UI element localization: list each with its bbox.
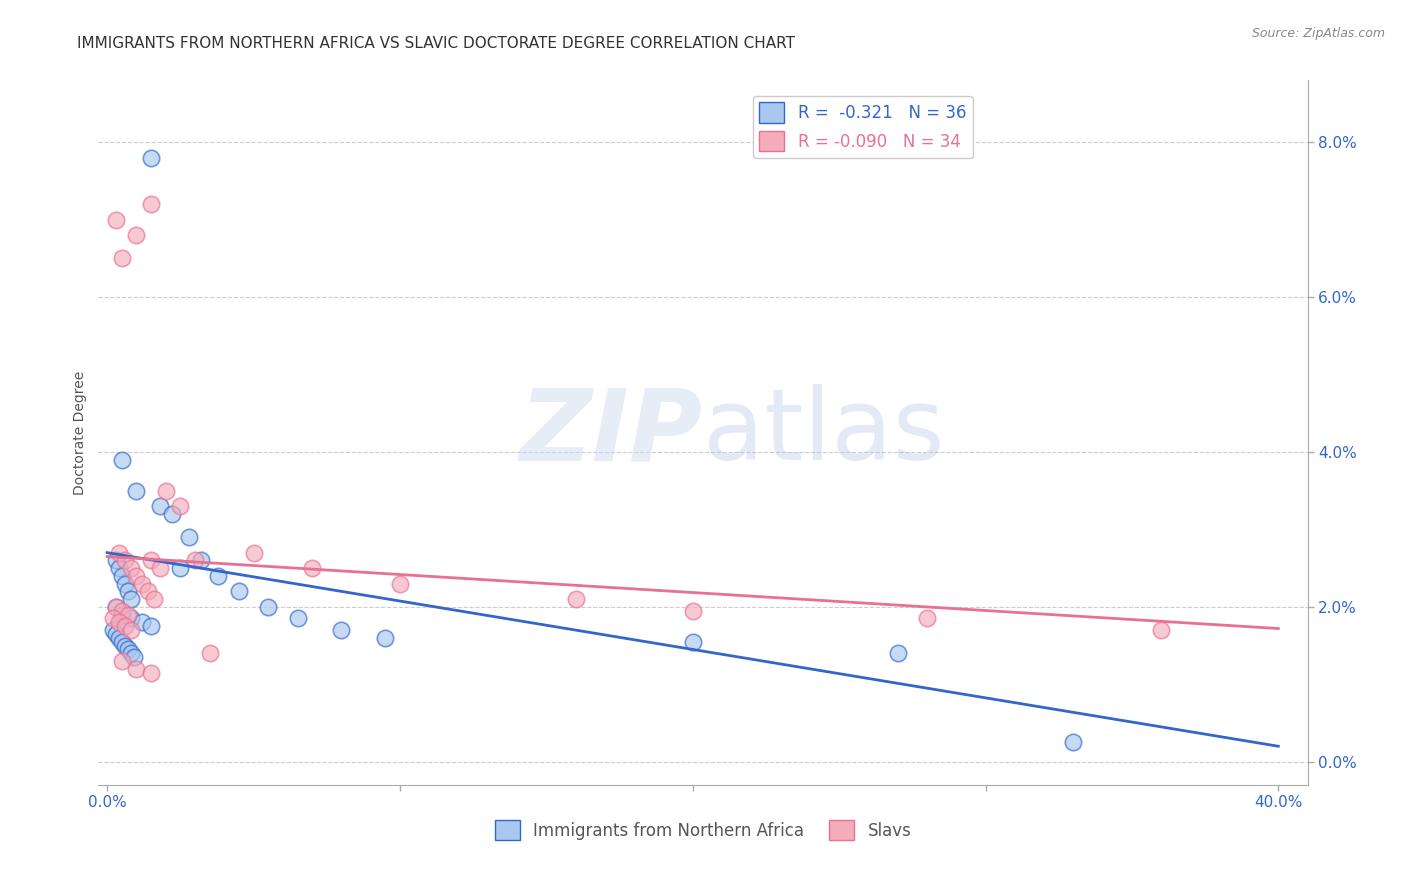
- Point: [111, 604, 134, 618]
- Point: [190, 553, 212, 567]
- Point: [139, 619, 162, 633]
- Point: [198, 646, 221, 660]
- Text: atlas: atlas: [703, 384, 945, 481]
- Point: [104, 599, 127, 614]
- Point: [104, 599, 127, 614]
- Point: [108, 615, 131, 630]
- Point: [111, 654, 134, 668]
- Point: [149, 499, 172, 513]
- Point: [117, 584, 139, 599]
- Point: [155, 483, 177, 498]
- Point: [104, 553, 127, 567]
- Point: [301, 561, 323, 575]
- Point: [120, 592, 142, 607]
- Point: [120, 646, 142, 660]
- Point: [139, 197, 162, 211]
- Point: [886, 646, 908, 660]
- Point: [101, 611, 124, 625]
- Text: ZIP: ZIP: [520, 384, 703, 481]
- Point: [120, 623, 142, 637]
- Point: [1150, 623, 1173, 637]
- Point: [111, 452, 134, 467]
- Point: [143, 592, 166, 607]
- Point: [682, 604, 704, 618]
- Point: [228, 584, 250, 599]
- Point: [1062, 735, 1084, 749]
- Point: [108, 546, 131, 560]
- Point: [125, 228, 148, 243]
- Point: [139, 665, 162, 680]
- Point: [139, 553, 162, 567]
- Point: [114, 619, 136, 633]
- Point: [104, 627, 127, 641]
- Point: [374, 631, 396, 645]
- Point: [111, 607, 134, 622]
- Point: [120, 611, 142, 625]
- Point: [111, 634, 134, 648]
- Point: [111, 252, 134, 266]
- Point: [108, 561, 131, 575]
- Point: [169, 499, 191, 513]
- Point: [114, 639, 136, 653]
- Point: [160, 507, 183, 521]
- Point: [117, 642, 139, 657]
- Legend: Immigrants from Northern Africa, Slavs: Immigrants from Northern Africa, Slavs: [488, 814, 918, 847]
- Y-axis label: Doctorate Degree: Doctorate Degree: [73, 370, 87, 495]
- Text: Source: ZipAtlas.com: Source: ZipAtlas.com: [1251, 27, 1385, 40]
- Point: [139, 151, 162, 165]
- Point: [104, 212, 127, 227]
- Point: [101, 623, 124, 637]
- Point: [207, 569, 229, 583]
- Point: [120, 561, 142, 575]
- Point: [122, 650, 145, 665]
- Point: [108, 631, 131, 645]
- Point: [117, 607, 139, 622]
- Point: [179, 530, 201, 544]
- Point: [184, 553, 207, 567]
- Point: [915, 611, 938, 625]
- Point: [257, 599, 280, 614]
- Point: [136, 584, 159, 599]
- Point: [131, 615, 153, 630]
- Point: [125, 662, 148, 676]
- Point: [564, 592, 586, 607]
- Point: [149, 561, 172, 575]
- Point: [388, 576, 411, 591]
- Point: [111, 569, 134, 583]
- Point: [114, 576, 136, 591]
- Point: [682, 634, 704, 648]
- Point: [114, 553, 136, 567]
- Point: [169, 561, 191, 575]
- Point: [125, 569, 148, 583]
- Text: IMMIGRANTS FROM NORTHERN AFRICA VS SLAVIC DOCTORATE DEGREE CORRELATION CHART: IMMIGRANTS FROM NORTHERN AFRICA VS SLAVI…: [77, 36, 796, 51]
- Point: [125, 483, 148, 498]
- Point: [287, 611, 309, 625]
- Point: [242, 546, 264, 560]
- Point: [131, 576, 153, 591]
- Point: [330, 623, 353, 637]
